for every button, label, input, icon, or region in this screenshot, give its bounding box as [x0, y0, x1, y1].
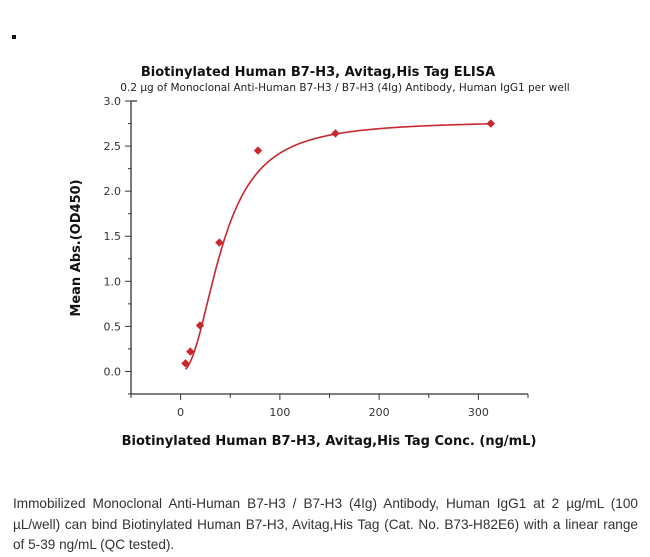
- x-tick-label: 100: [269, 406, 290, 419]
- data-point: [486, 119, 495, 128]
- y-tick-label: 1.5: [104, 230, 122, 243]
- y-tick-label: 1.0: [104, 275, 122, 288]
- y-tick-label: 0.0: [104, 365, 122, 378]
- y-tick-label: 0.5: [104, 320, 122, 333]
- x-tick-label: 200: [369, 406, 390, 419]
- y-tick-label: 2.5: [104, 140, 122, 153]
- data-point: [195, 321, 205, 330]
- y-tick-label: 3.0: [104, 95, 122, 108]
- chart-title: Biotinylated Human B7-H3, Avitag,His Tag…: [141, 65, 495, 80]
- bullet-dot: [12, 35, 16, 39]
- x-axis-label: Biotinylated Human B7-H3, Avitag,His Tag…: [122, 434, 537, 449]
- fit-curve: [184, 123, 491, 370]
- y-axis-label: Mean Abs.(OD450): [69, 179, 84, 316]
- x-tick-label: 0: [177, 406, 184, 419]
- figure-caption: Immobilized Monoclonal Anti-Human B7-H3 …: [13, 496, 638, 552]
- data-point: [253, 146, 263, 155]
- data-point: [331, 129, 340, 138]
- data-point: [181, 359, 190, 368]
- data-point: [215, 238, 224, 247]
- chart-subtitle: 0.2 µg of Monoclonal Anti-Human B7-H3 / …: [120, 82, 569, 94]
- data-point: [186, 347, 195, 356]
- elisa-chart: Biotinylated Human B7-H3, Avitag,His Tag…: [69, 65, 570, 449]
- x-tick-label: 300: [468, 406, 489, 419]
- y-tick-label: 2.0: [104, 185, 122, 198]
